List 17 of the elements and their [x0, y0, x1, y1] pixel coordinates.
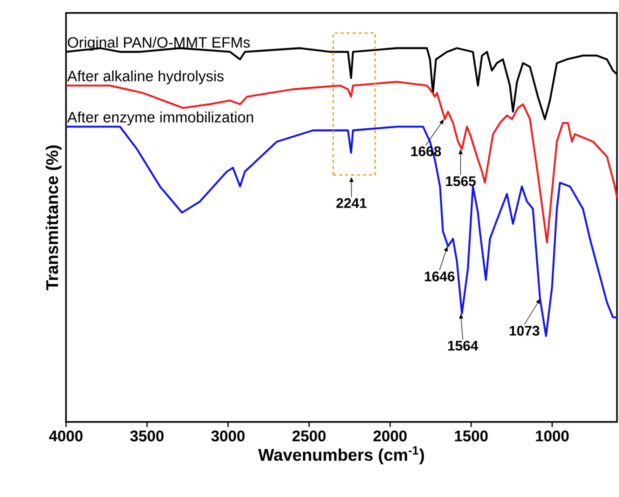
annotation: 1073: [510, 326, 540, 336]
x-tick-label: 3500: [130, 430, 164, 442]
x-axis-title: Wavenumbers (cm$^{-1}$): [258, 446, 424, 464]
series-label: Original PAN/O-MMT EFMs: [68, 36, 250, 51]
series-label: After enzyme immobilization: [67, 112, 254, 126]
y-axis-title: Transmittance (%): [46, 145, 62, 290]
x-tick-label: 2000: [373, 430, 407, 442]
annotation: 2241: [336, 198, 367, 208]
x-tick-label: 1500: [454, 430, 488, 442]
x-tick-label: 2500: [292, 430, 326, 442]
series-label: After alkaline hydrolysis: [67, 70, 224, 84]
annotation: 1646: [424, 271, 454, 282]
annotation: 1565: [446, 176, 476, 186]
annotation: 1564: [448, 340, 478, 351]
x-tick-label: 1000: [536, 430, 569, 442]
x-tick-label: 3000: [211, 430, 245, 442]
x-tick-label: 4000: [49, 430, 83, 442]
